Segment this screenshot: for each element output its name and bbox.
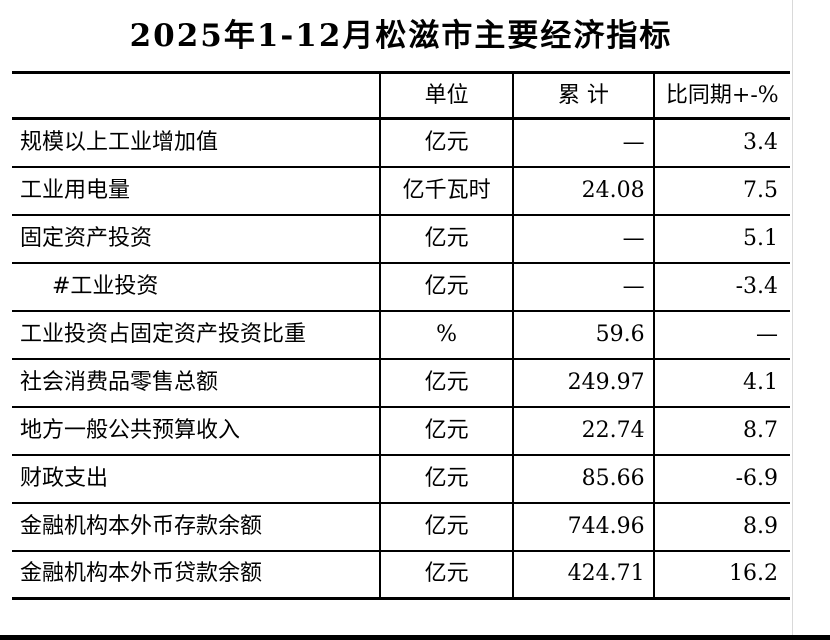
cell-unit: 亿元 [379, 454, 515, 503]
cell-unit: 亿元 [379, 502, 515, 551]
table-row: 地方一般公共预算收入 亿元 22.74 8.7 [12, 406, 790, 455]
cell-indicator: 金融机构本外币存款余额 [12, 502, 381, 551]
cell-total: 22.74 [513, 406, 655, 455]
cell-indicator: 金融机构本外币贷款余额 [12, 550, 381, 599]
page-bottom-border [0, 635, 830, 640]
header-cell-total: 累 计 [513, 72, 655, 119]
table-row: 工业用电量 亿千瓦时 24.08 7.5 [12, 166, 790, 215]
cell-total: 59.6 [513, 310, 655, 359]
cell-total: — [513, 214, 655, 263]
cell-total: 249.97 [513, 358, 655, 407]
table-header: 单位 累 计 比同期+-% [12, 72, 790, 119]
header-cell-unit: 单位 [379, 72, 515, 119]
cell-indicator: 财政支出 [12, 454, 381, 503]
cell-yoy: 3.4 [743, 129, 778, 155]
cell-indicator: 工业用电量 [12, 166, 381, 215]
cell-indicator: 固定资产投资 [12, 214, 381, 263]
table-row: 财政支出 亿元 85.66 -6.9 [12, 454, 790, 503]
cell-total: — [513, 118, 655, 167]
cell-total: — [513, 262, 655, 311]
cell-yoy: 4.1 [743, 369, 778, 395]
header-row: 单位 累 计 比同期+-% [12, 72, 790, 119]
economic-indicators-table: 单位 累 计 比同期+-% 规模以上工业增加值 亿元 — 3.4 工业用电量 亿… [12, 71, 790, 600]
cell-total: 24.08 [513, 166, 655, 215]
table-row: 金融机构本外币存款余额 亿元 744.96 8.9 [12, 502, 790, 551]
cell-unit: 亿千瓦时 [379, 166, 515, 215]
cell-indicator: 工业投资占固定资产投资比重 [12, 310, 381, 359]
table-row: 金融机构本外币贷款余额 亿元 424.71 16.2 [12, 550, 790, 599]
cell-indicator: 地方一般公共预算收入 [12, 406, 381, 455]
cell-unit: 亿元 [379, 550, 515, 599]
cell-indicator: 社会消费品零售总额 [12, 358, 381, 407]
cell-unit: 亿元 [379, 406, 515, 455]
cell-yoy: -3.4 [735, 273, 778, 299]
cell-yoy: 16.2 [729, 561, 778, 587]
header-cell-indicator [12, 72, 381, 119]
cell-unit: 亿元 [379, 214, 515, 263]
cell-indicator: 规模以上工业增加值 [12, 118, 381, 167]
cell-yoy: -6.9 [735, 465, 778, 491]
cell-yoy: 5.1 [743, 225, 778, 251]
cell-yoy: 7.5 [743, 177, 778, 203]
table-row: 固定资产投资 亿元 — 5.1 [12, 214, 790, 263]
cell-unit: 亿元 [379, 358, 515, 407]
table-body: 规模以上工业增加值 亿元 — 3.4 工业用电量 亿千瓦时 24.08 7.5 … [12, 118, 790, 599]
page-right-edge-line [792, 0, 793, 640]
cell-unit: 亿元 [379, 262, 515, 311]
table-row: 社会消费品零售总额 亿元 249.97 4.1 [12, 358, 790, 407]
cell-total: 424.71 [513, 550, 655, 599]
cell-total: 85.66 [513, 454, 655, 503]
cell-yoy: — [756, 321, 778, 347]
table-row: 工业投资占固定资产投资比重 % 59.6 — [12, 310, 790, 359]
page-title: 2025年1-12月松滋市主要经济指标 [129, 18, 673, 54]
table-row: #工业投资 亿元 — -3.4 [12, 262, 790, 311]
header-cell-yoy: 比同期+-% [665, 82, 779, 108]
cell-total: 744.96 [513, 502, 655, 551]
table-row: 规模以上工业增加值 亿元 — 3.4 [12, 118, 790, 167]
cell-unit: % [379, 310, 515, 359]
cell-unit: 亿元 [379, 118, 515, 167]
cell-yoy: 8.9 [743, 513, 778, 539]
cell-yoy: 8.7 [743, 417, 778, 443]
cell-indicator: #工业投资 [12, 262, 381, 311]
